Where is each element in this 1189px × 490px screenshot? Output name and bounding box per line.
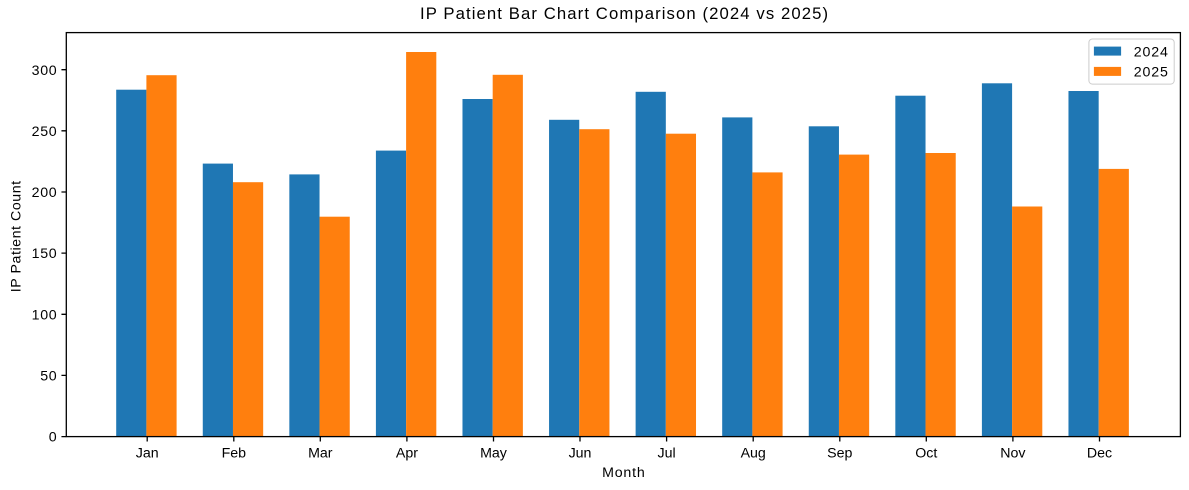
svg-text:250: 250 bbox=[32, 124, 58, 140]
svg-text:2024: 2024 bbox=[1134, 44, 1169, 60]
svg-text:Feb: Feb bbox=[222, 446, 247, 462]
svg-text:Jun: Jun bbox=[569, 446, 592, 462]
svg-text:Apr: Apr bbox=[396, 446, 418, 462]
svg-text:50: 50 bbox=[40, 369, 57, 385]
svg-text:2025: 2025 bbox=[1134, 65, 1169, 81]
svg-text:Dec: Dec bbox=[1087, 446, 1112, 462]
svg-text:300: 300 bbox=[32, 63, 58, 79]
svg-text:Jan: Jan bbox=[136, 446, 159, 462]
svg-text:IP Patient Bar Chart Compariso: IP Patient Bar Chart Comparison (2024 vs… bbox=[420, 4, 829, 23]
svg-text:IP Patient Count: IP Patient Count bbox=[8, 180, 24, 292]
svg-text:May: May bbox=[480, 446, 508, 462]
svg-text:200: 200 bbox=[32, 185, 58, 201]
svg-text:0: 0 bbox=[49, 430, 58, 446]
svg-text:Month: Month bbox=[602, 465, 645, 481]
svg-text:Jul: Jul bbox=[658, 446, 676, 462]
svg-text:Oct: Oct bbox=[915, 446, 937, 462]
svg-text:Nov: Nov bbox=[1000, 446, 1026, 462]
svg-text:Mar: Mar bbox=[308, 446, 333, 462]
svg-text:150: 150 bbox=[32, 246, 58, 262]
svg-text:100: 100 bbox=[32, 307, 58, 323]
svg-text:Sep: Sep bbox=[827, 446, 852, 462]
svg-text:Aug: Aug bbox=[741, 446, 766, 462]
